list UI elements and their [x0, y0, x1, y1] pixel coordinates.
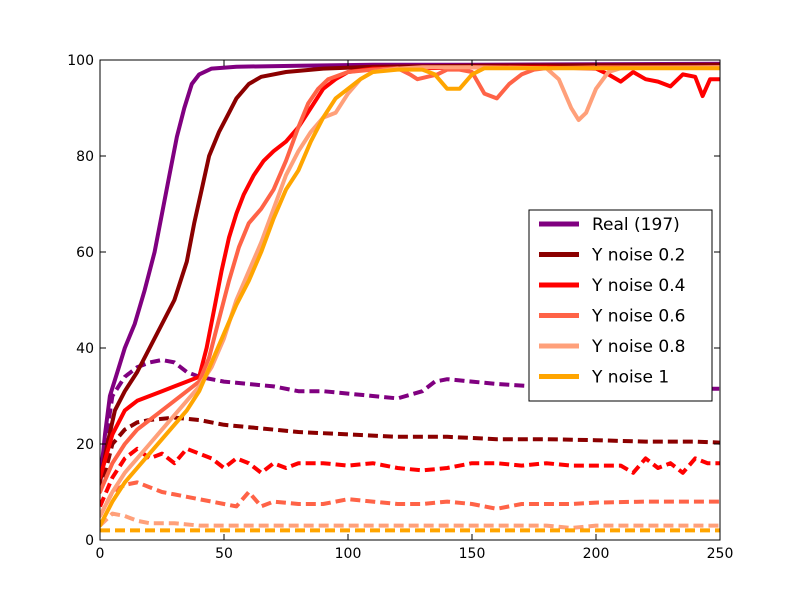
series-line-8-dashed	[100, 415, 720, 493]
legend-label: Y noise 1	[591, 368, 669, 388]
series-line-2	[100, 62, 720, 485]
x-tick-label: 200	[583, 546, 610, 562]
series-line-5	[100, 65, 720, 518]
y-tick-label: 100	[67, 53, 94, 69]
y-tick-label: 20	[76, 437, 94, 453]
legend-label: Y noise 0.8	[591, 337, 685, 357]
x-tick-label: 0	[96, 546, 105, 562]
series-line-7-dashed	[100, 358, 720, 478]
x-tick-label: 250	[707, 546, 734, 562]
x-tick-label: 100	[335, 546, 362, 562]
y-tick-label: 40	[76, 341, 94, 357]
series-layer	[100, 61, 720, 533]
legend-label: Y noise 0.2	[591, 246, 685, 266]
series-line-10-dashed	[100, 480, 720, 517]
y-tick-label: 80	[76, 149, 94, 165]
legend-label: Y noise 0.4	[591, 276, 685, 296]
y-tick-label: 0	[85, 533, 94, 549]
x-tick-label: 50	[215, 546, 233, 562]
series-line-6	[100, 66, 720, 528]
axis-ticks: 0 50 100 150 200 250 0 20 40 60 80 100	[67, 53, 733, 562]
series-line-4	[100, 65, 720, 494]
legend-label: Real (197)	[592, 215, 680, 235]
legend: Real (197) Y noise 0.2 Y noise 0.4 Y noise …	[528, 209, 713, 402]
series-line-3	[100, 65, 720, 480]
x-tick-label: 150	[459, 546, 486, 562]
legend-box	[528, 209, 713, 402]
y-tick-label: 60	[76, 245, 94, 261]
series-line-11-dashed	[100, 511, 720, 530]
legend-label: Y noise 0.6	[591, 307, 685, 327]
plot-frame	[99, 59, 721, 541]
series-line-9-dashed	[100, 446, 720, 508]
